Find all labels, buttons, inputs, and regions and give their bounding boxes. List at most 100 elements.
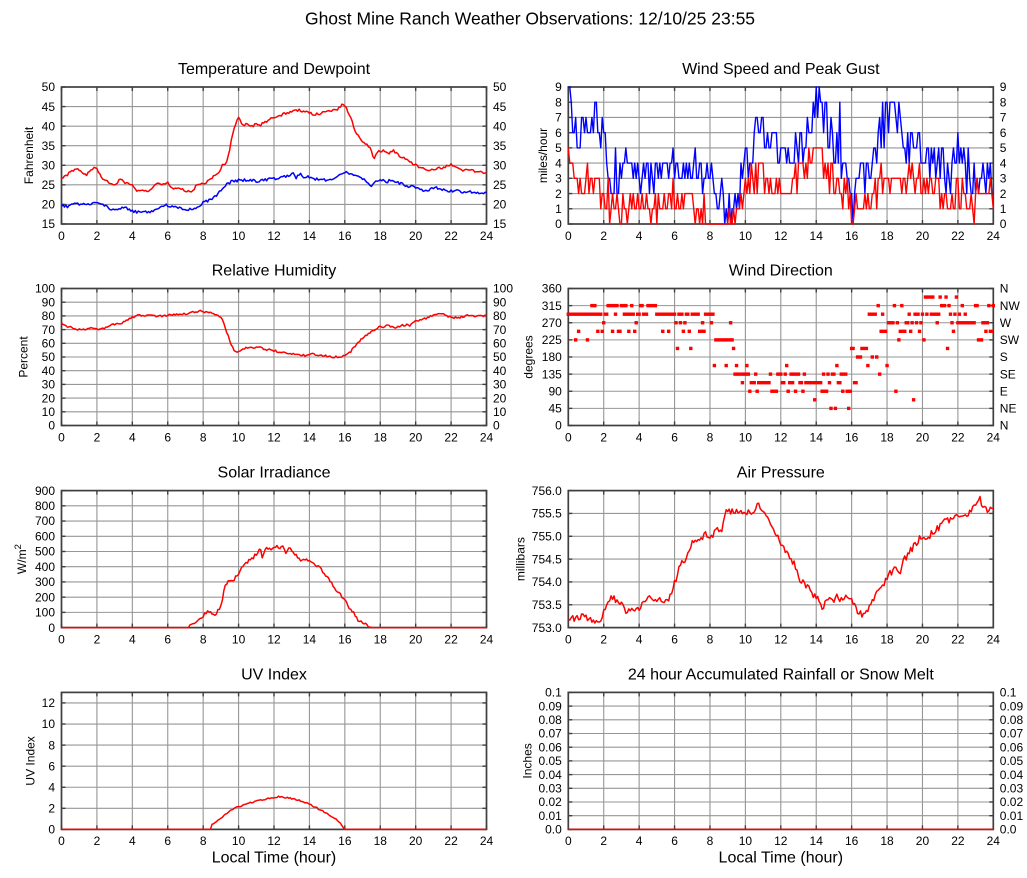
svg-text:16: 16 (845, 632, 859, 646)
svg-text:45: 45 (493, 100, 507, 114)
svg-text:2: 2 (94, 430, 101, 444)
svg-text:0: 0 (555, 419, 562, 433)
svg-text:10: 10 (739, 430, 753, 444)
svg-text:12: 12 (774, 834, 788, 848)
svg-text:0.04: 0.04 (1000, 768, 1024, 782)
svg-text:20: 20 (409, 632, 423, 646)
svg-text:24: 24 (480, 632, 494, 646)
svg-text:22: 22 (444, 834, 458, 848)
svg-text:9: 9 (555, 80, 562, 94)
svg-text:E: E (1000, 384, 1008, 398)
svg-text:10: 10 (232, 632, 246, 646)
svg-text:3: 3 (555, 172, 562, 186)
svg-text:25: 25 (42, 178, 56, 192)
svg-text:80: 80 (493, 309, 507, 323)
svg-text:35: 35 (42, 139, 56, 153)
svg-text:20: 20 (493, 391, 507, 405)
svg-text:4: 4 (129, 834, 136, 848)
svg-text:500: 500 (35, 545, 55, 559)
svg-text:80: 80 (42, 309, 56, 323)
svg-text:40: 40 (493, 364, 507, 378)
svg-text:0.01: 0.01 (538, 809, 562, 823)
svg-text:NW: NW (1000, 299, 1021, 313)
svg-text:0.1: 0.1 (545, 686, 562, 700)
svg-text:6: 6 (164, 229, 171, 243)
svg-text:W/m2: W/m2 (13, 544, 29, 574)
svg-text:6: 6 (555, 126, 562, 140)
svg-text:20: 20 (409, 430, 423, 444)
svg-text:18: 18 (880, 834, 894, 848)
svg-text:Solar Irradiance: Solar Irradiance (218, 465, 331, 482)
svg-text:Wind Speed and Peak Gust: Wind Speed and Peak Gust (682, 61, 880, 78)
svg-text:4: 4 (48, 780, 55, 794)
svg-text:20: 20 (409, 229, 423, 243)
svg-text:N: N (1000, 282, 1009, 296)
svg-text:100: 100 (35, 282, 55, 296)
svg-text:754.0: 754.0 (532, 575, 562, 589)
svg-text:S: S (1000, 350, 1008, 364)
svg-text:2: 2 (1000, 187, 1007, 201)
svg-text:0.04: 0.04 (538, 768, 562, 782)
svg-text:100: 100 (35, 606, 55, 620)
svg-text:24: 24 (987, 632, 1001, 646)
svg-text:14: 14 (810, 834, 824, 848)
svg-text:90: 90 (493, 295, 507, 309)
svg-text:0: 0 (565, 834, 572, 848)
svg-text:360: 360 (542, 282, 562, 296)
svg-text:12: 12 (774, 229, 788, 243)
svg-text:0: 0 (58, 834, 65, 848)
svg-text:0.09: 0.09 (1000, 699, 1024, 713)
svg-text:8: 8 (707, 229, 714, 243)
svg-text:24: 24 (480, 229, 494, 243)
svg-text:0.0: 0.0 (1000, 823, 1017, 837)
svg-text:Wind Direction: Wind Direction (729, 263, 833, 280)
svg-text:18: 18 (374, 229, 388, 243)
svg-text:10: 10 (493, 405, 507, 419)
svg-text:50: 50 (42, 80, 56, 94)
svg-text:10: 10 (739, 834, 753, 848)
svg-text:22: 22 (444, 229, 458, 243)
svg-text:14: 14 (303, 834, 317, 848)
svg-text:24: 24 (987, 229, 1001, 243)
svg-text:Relative Humidity: Relative Humidity (212, 263, 336, 280)
svg-text:6: 6 (1000, 126, 1007, 140)
svg-text:22: 22 (951, 632, 965, 646)
svg-text:22: 22 (444, 632, 458, 646)
svg-text:2: 2 (94, 632, 101, 646)
svg-text:20: 20 (409, 834, 423, 848)
svg-text:40: 40 (493, 119, 507, 133)
svg-text:4: 4 (129, 430, 136, 444)
svg-text:18: 18 (374, 834, 388, 848)
svg-text:4: 4 (636, 430, 643, 444)
svg-text:70: 70 (493, 323, 507, 337)
svg-text:0.01: 0.01 (1000, 809, 1024, 823)
svg-text:40: 40 (42, 364, 56, 378)
svg-text:degrees: degrees (521, 335, 535, 378)
svg-text:Percent: Percent (17, 336, 31, 378)
svg-text:0: 0 (565, 430, 572, 444)
svg-text:0.03: 0.03 (1000, 782, 1024, 796)
svg-text:0: 0 (58, 430, 65, 444)
svg-text:8: 8 (200, 430, 207, 444)
svg-text:14: 14 (303, 430, 317, 444)
svg-text:22: 22 (951, 834, 965, 848)
svg-text:7: 7 (1000, 111, 1007, 125)
svg-text:0.06: 0.06 (1000, 740, 1024, 754)
svg-text:753.0: 753.0 (532, 621, 562, 635)
svg-text:Ghost Mine Ranch Weather Obser: Ghost Mine Ranch Weather Observations: 1… (305, 8, 755, 28)
svg-text:16: 16 (845, 229, 859, 243)
svg-text:2: 2 (555, 187, 562, 201)
svg-text:10: 10 (232, 834, 246, 848)
svg-text:4: 4 (1000, 156, 1007, 170)
svg-text:40: 40 (42, 119, 56, 133)
svg-text:2: 2 (600, 229, 607, 243)
svg-text:2: 2 (600, 834, 607, 848)
svg-text:Inches: Inches (521, 743, 535, 778)
svg-text:16: 16 (338, 834, 352, 848)
svg-text:20: 20 (42, 198, 56, 212)
svg-text:10: 10 (42, 717, 56, 731)
svg-text:0.05: 0.05 (1000, 754, 1024, 768)
svg-text:Air Pressure: Air Pressure (737, 465, 825, 482)
svg-text:16: 16 (338, 430, 352, 444)
svg-text:300: 300 (35, 575, 55, 589)
